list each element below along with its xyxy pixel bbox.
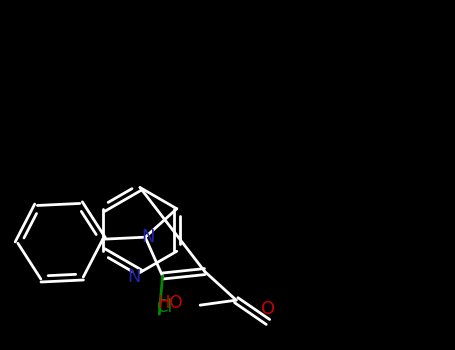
Text: N: N [141, 228, 154, 246]
Text: Cl: Cl [156, 298, 172, 316]
Text: HO: HO [157, 294, 182, 312]
Text: O: O [261, 300, 275, 318]
Text: N: N [127, 268, 141, 287]
